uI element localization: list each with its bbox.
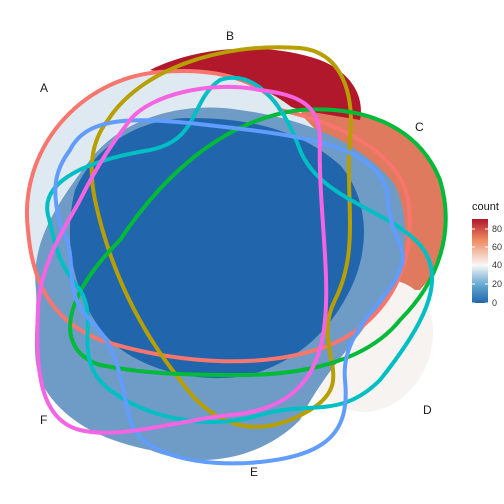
set-outlines bbox=[24, 45, 448, 466]
outline-set-e bbox=[53, 118, 405, 466]
outline-set-d bbox=[45, 75, 435, 424]
legend-tick-marks bbox=[472, 228, 488, 304]
set-label-e: E bbox=[250, 465, 258, 479]
legend-tick-80: 80 bbox=[492, 224, 502, 234]
legend-tick-20: 20 bbox=[492, 279, 502, 289]
set-label-b: B bbox=[226, 29, 234, 43]
outline-set-b bbox=[89, 45, 353, 429]
legend-tick-0: 0 bbox=[492, 298, 497, 308]
outline-set-a bbox=[24, 69, 412, 364]
set-label-f: F bbox=[40, 413, 47, 427]
set-label-c: C bbox=[415, 120, 424, 134]
legend-title: count bbox=[472, 201, 499, 213]
region-deep-blue bbox=[69, 118, 364, 379]
legend-tick-40: 40 bbox=[492, 260, 502, 270]
legend-tick-60: 60 bbox=[492, 242, 502, 252]
outline-set-f bbox=[35, 84, 329, 435]
set-labels: A B C D E F bbox=[40, 29, 432, 479]
color-legend: count 80 60 40 20 0 bbox=[472, 201, 502, 308]
set-label-d: D bbox=[423, 403, 432, 417]
legend-colorbar bbox=[472, 219, 488, 303]
set-label-a: A bbox=[40, 81, 48, 95]
venn-regions bbox=[26, 48, 446, 460]
